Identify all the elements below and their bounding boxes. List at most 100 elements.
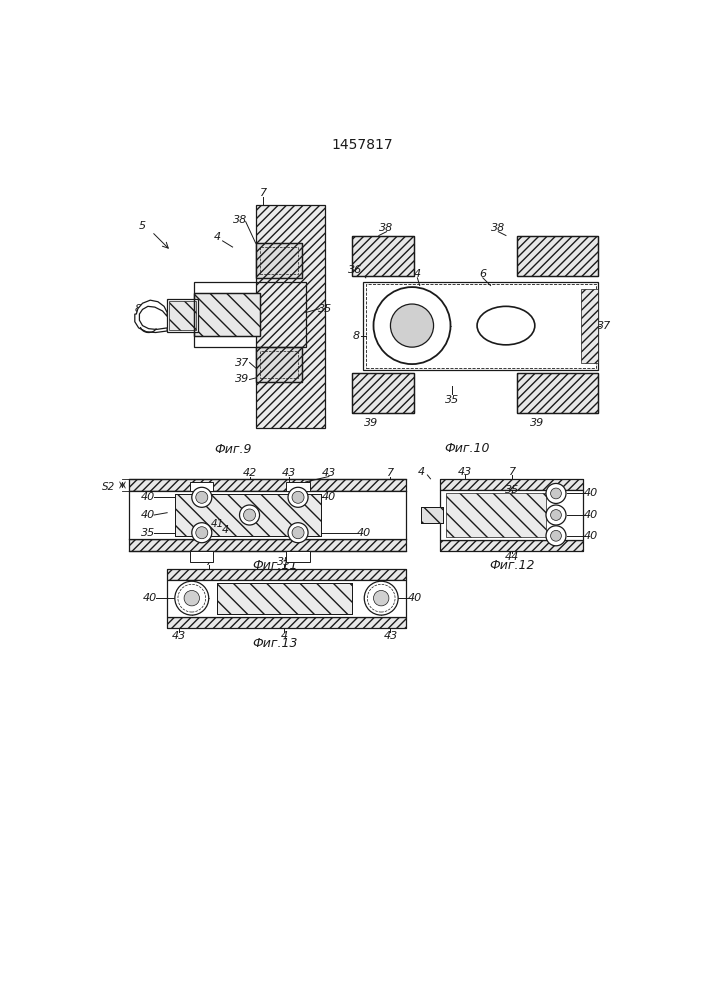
Bar [256,205,325,428]
Text: 35: 35 [445,395,459,405]
Text: 7: 7 [260,188,267,198]
Circle shape [373,590,389,606]
Circle shape [551,510,561,520]
Text: 38: 38 [380,223,394,233]
Bar [129,479,406,491]
Text: Фиг.9: Фиг.9 [214,443,252,456]
Text: 40: 40 [356,528,370,538]
Circle shape [546,483,566,503]
Bar [194,293,259,336]
Ellipse shape [477,306,534,345]
Text: 40: 40 [141,492,155,502]
Text: 40: 40 [583,531,597,541]
Text: 38: 38 [491,223,506,233]
Text: 37: 37 [597,321,612,331]
Bar [352,236,414,276]
Text: 35: 35 [141,528,155,538]
Bar [352,373,414,413]
Bar [518,373,598,413]
Bar [217,583,352,614]
Text: 7: 7 [387,468,394,478]
Text: 43: 43 [281,468,296,478]
Text: 40: 40 [322,492,336,502]
Bar [256,347,302,382]
Bar [129,491,406,539]
Text: 4: 4 [221,525,228,535]
Bar [440,540,583,551]
Circle shape [243,509,255,521]
Bar [440,490,583,540]
Bar [167,299,198,332]
Text: 7: 7 [508,467,515,477]
Bar [286,482,310,491]
Bar [217,583,352,614]
Text: S2: S2 [102,482,115,492]
Text: 40: 40 [141,510,155,520]
Text: 8: 8 [134,304,141,314]
Circle shape [192,487,212,507]
Bar [446,493,546,537]
Text: 37: 37 [235,358,250,368]
Text: 4: 4 [418,467,425,477]
Text: 40: 40 [143,593,158,603]
Bar [286,551,310,562]
Text: Фиг.10: Фиг.10 [445,442,490,455]
Bar [421,507,443,523]
Circle shape [175,581,209,615]
Circle shape [184,590,199,606]
Bar [167,617,406,628]
Bar [167,580,406,617]
Text: 40: 40 [583,488,597,498]
Text: 43: 43 [322,468,336,478]
Text: 40: 40 [583,510,597,520]
Text: Фиг.11: Фиг.11 [252,559,298,572]
Text: 4: 4 [214,232,221,242]
Circle shape [192,523,212,543]
Bar [194,293,259,336]
Text: 36: 36 [348,265,362,275]
Bar [256,243,302,278]
Text: 35: 35 [505,485,519,495]
Bar [167,569,406,580]
Bar [256,243,302,278]
Circle shape [292,527,304,539]
Bar [518,373,598,413]
Text: 4: 4 [414,269,421,279]
Circle shape [373,287,450,364]
Circle shape [546,526,566,546]
Bar [352,236,414,276]
Circle shape [551,530,561,541]
Bar [259,351,298,378]
Bar [190,482,214,491]
Text: 43: 43 [458,467,472,477]
Bar [256,347,302,382]
Bar [352,373,414,413]
Bar [190,551,214,562]
Text: Фиг.12: Фиг.12 [489,559,535,572]
Text: 35: 35 [318,304,332,314]
Text: 1457817: 1457817 [331,138,393,152]
Text: 39: 39 [235,374,250,384]
Circle shape [288,523,308,543]
Circle shape [196,491,208,503]
Text: 43: 43 [172,631,186,641]
Text: 4: 4 [281,631,288,641]
Text: Фиг.13: Фиг.13 [252,637,298,650]
Bar [129,539,406,551]
Bar [421,507,443,523]
Text: 39: 39 [364,418,378,428]
Circle shape [551,488,561,499]
Text: 7: 7 [206,557,213,567]
Text: 6: 6 [479,269,486,279]
Circle shape [288,487,308,507]
Bar [175,494,321,536]
Bar [363,282,598,370]
Circle shape [546,505,566,525]
Bar [169,301,197,330]
Circle shape [196,527,208,539]
Text: 44: 44 [291,552,305,562]
Circle shape [390,304,433,347]
Text: 42: 42 [243,468,257,478]
Bar [581,289,598,363]
Bar [440,479,583,490]
